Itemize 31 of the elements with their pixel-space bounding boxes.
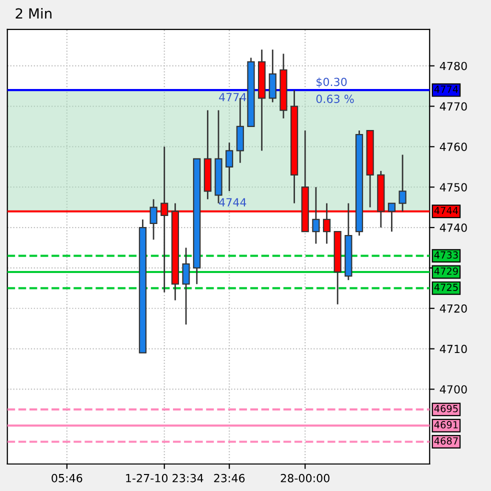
candlestick <box>182 247 190 326</box>
ref-line-label: 4733 <box>434 251 458 259</box>
x-tick-label: 28-00:00 <box>280 474 330 482</box>
candlestick <box>226 142 234 192</box>
x-tick-label: 05:46 <box>52 474 82 482</box>
y-tick-label: 4710 <box>440 344 467 354</box>
y-tick-label: 4760 <box>440 142 467 152</box>
annotation: 4774 <box>219 93 246 102</box>
annotation: 4744 <box>219 198 246 206</box>
ref-line-label: 4725 <box>434 284 458 291</box>
candlestick <box>150 198 158 240</box>
ref-line-label: 4774 <box>434 86 458 93</box>
candlestick <box>388 202 396 232</box>
ref-line-label: 4687 <box>434 437 458 445</box>
x-tick-label: 23:46 <box>214 474 245 482</box>
ref-line-label: 4729 <box>434 267 458 275</box>
ref-line-label: 4744 <box>434 206 458 214</box>
x-tick-label: 1-27-10 23:34 <box>126 474 204 482</box>
ref-line-label: 4695 <box>434 404 458 412</box>
y-tick-label: 4780 <box>440 62 467 70</box>
y-tick-label: 4720 <box>440 304 467 313</box>
candlestick <box>312 186 320 244</box>
y-tick-label: 4700 <box>440 385 467 394</box>
annotation: $0.30 <box>316 78 347 88</box>
y-tick-label: 4740 <box>440 224 467 232</box>
ref-line-label: 4691 <box>434 421 458 428</box>
y-tick-label: 4750 <box>440 183 467 192</box>
candlestick <box>398 154 406 212</box>
y-tick-label: 4770 <box>440 102 467 111</box>
chart-title: 2 Min <box>16 8 52 19</box>
annotation: 0.63 % <box>316 94 354 104</box>
